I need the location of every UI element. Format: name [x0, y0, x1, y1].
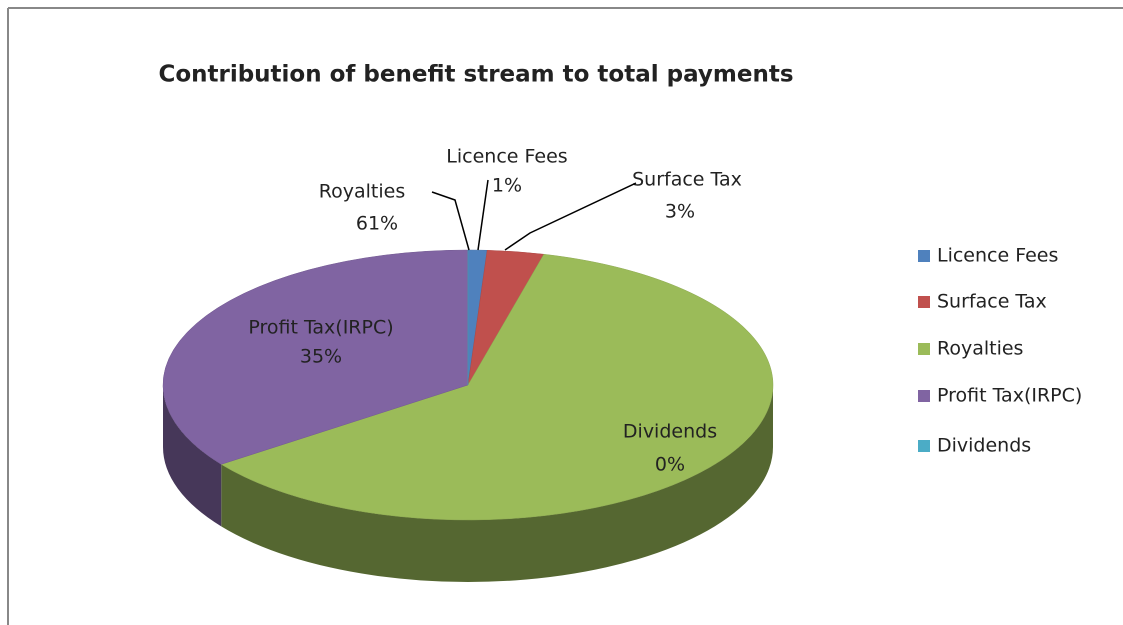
leader-line: [477, 179, 489, 251]
chart-title: Contribution of benefit stream to total …: [158, 62, 793, 88]
legend-swatch: [918, 390, 930, 402]
legend-label: Surface Tax: [937, 291, 1047, 313]
legend-swatch: [918, 250, 930, 262]
legend-swatch: [918, 296, 930, 308]
legend-swatch: [918, 440, 930, 452]
data-label-name: Dividends: [623, 421, 717, 443]
data-label-value: 1%: [492, 175, 522, 197]
data-label-name: Surface Tax: [632, 169, 742, 191]
slice: [162, 249, 469, 465]
data-label-value: 35%: [300, 346, 342, 368]
legend-label: Royalties: [937, 338, 1023, 360]
data-label-name: Licence Fees: [446, 146, 567, 168]
legend: Licence Fees Surface Tax Royalties Profit T…: [918, 245, 1082, 457]
slice-side: [221, 385, 773, 582]
slice-side: [163, 385, 222, 527]
slice: [220, 253, 774, 521]
legend-label: Profit Tax(IRPC): [937, 385, 1082, 407]
leader-line: [504, 182, 637, 251]
data-label-value: 0%: [655, 454, 685, 476]
data-label-value: 3%: [665, 201, 695, 223]
legend-label: Dividends: [937, 435, 1031, 457]
leader-line: [431, 191, 470, 251]
data-label-name: Royalties: [319, 181, 405, 203]
pie-sides: [163, 385, 773, 582]
data-label-value: 61%: [356, 213, 398, 235]
legend-label: Licence Fees: [937, 245, 1058, 267]
data-labels: Licence Fees 1% Surface Tax 3% Royalties 61% P…: [248, 146, 742, 476]
pie-tops: [162, 249, 774, 521]
legend-swatch: [918, 343, 930, 355]
data-label-name: Profit Tax(IRPC): [248, 317, 393, 339]
